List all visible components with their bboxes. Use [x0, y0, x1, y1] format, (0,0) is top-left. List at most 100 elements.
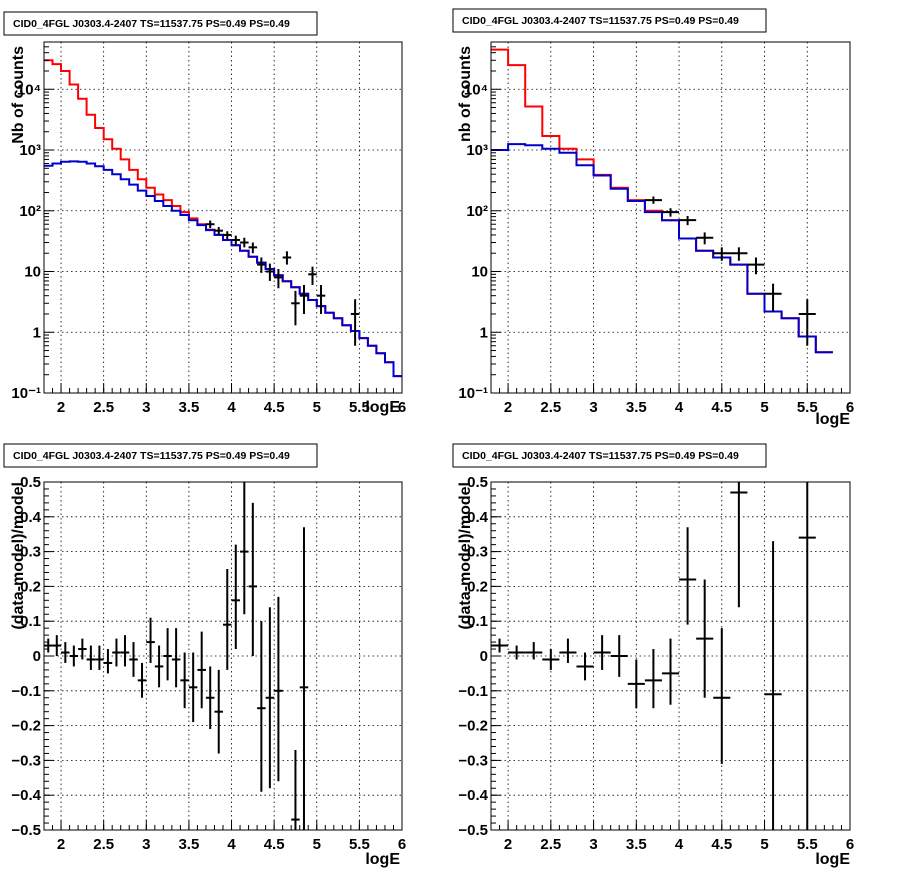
data-point	[576, 652, 594, 681]
data-point	[120, 635, 130, 667]
y-tick-label: 0.4	[20, 509, 42, 526]
x-tick-label: 4.5	[264, 399, 285, 416]
data-point	[661, 638, 680, 705]
y-tick-label: 10²	[19, 203, 41, 220]
x-tick-label: 6	[398, 836, 406, 853]
panel-title: CID0_4FGL J0303.4-2407 TS=11537.75 PS=0.…	[13, 18, 290, 30]
x-tick-label: 4	[227, 836, 236, 853]
data-point	[291, 749, 300, 830]
data-point	[559, 638, 577, 663]
data-point	[747, 257, 765, 275]
data-point	[180, 652, 189, 709]
data-point	[248, 242, 258, 254]
data-point	[205, 666, 215, 730]
x-tick-label: 2.5	[540, 399, 561, 416]
data-point	[679, 215, 697, 226]
data-point	[798, 482, 816, 830]
plot-frame	[490, 41, 851, 394]
x-tick-label: 5	[313, 399, 321, 416]
data-point	[223, 569, 232, 670]
axis-ticks: 2 2.5 3 3.5 4 4.5 5 5.5 6 −0.5 −0.4 −0.3 −0.2 −0.1 0 0.…	[458, 474, 854, 853]
data-points	[491, 482, 816, 830]
x-tick-label: 3.5	[178, 399, 199, 416]
y-tick-label: 0.5	[20, 474, 41, 491]
y-tick-label: −0.2	[11, 718, 41, 735]
x-axis-label: logE	[365, 851, 400, 868]
data-point	[798, 299, 816, 346]
data-point	[265, 607, 275, 789]
y-tick-label: 0.2	[20, 578, 41, 595]
x-tick-label: 2	[504, 836, 512, 853]
data-point	[61, 642, 70, 663]
histogram-total-model	[44, 59, 402, 378]
x-tick-label: 4.5	[711, 836, 732, 853]
plot-frame	[43, 481, 403, 831]
x-tick-label: 5	[760, 399, 768, 416]
data-point	[44, 638, 53, 653]
data-point	[593, 635, 611, 670]
x-tick-label: 5	[313, 836, 321, 853]
data-point	[508, 645, 526, 660]
x-tick-label: 3	[142, 399, 150, 416]
x-axis-label: logE	[815, 851, 850, 868]
data-point	[713, 247, 731, 261]
y-tick-label: −0.4	[458, 787, 488, 804]
y-tick-label: 0	[33, 648, 41, 665]
data-point	[248, 502, 258, 656]
y-tick-label: 10	[471, 264, 488, 281]
y-tick-label: 1	[33, 324, 41, 341]
data-point	[316, 284, 326, 314]
data-point	[154, 645, 164, 688]
panel-top-right: CID0_4FGL J0303.4-2407 TS=11537.75 PS=0.…	[452, 8, 854, 428]
data-point	[696, 579, 714, 698]
data-points	[205, 220, 360, 346]
y-axis-label: Nb of counts	[10, 46, 27, 144]
x-tick-label: 6	[846, 836, 854, 853]
data-point	[137, 662, 147, 698]
data-point	[103, 649, 113, 674]
y-tick-label: 10⁻¹	[458, 385, 488, 402]
y-tick-label: 0.3	[20, 544, 41, 561]
y-axis-label: nb of counts	[457, 46, 474, 142]
y-tick-label: 10²	[466, 203, 488, 220]
panel-title-box	[3, 11, 318, 36]
data-point	[282, 251, 292, 265]
data-point	[112, 638, 121, 667]
data-point	[163, 628, 172, 681]
data-point	[52, 635, 62, 656]
y-tick-label: 10⁻¹	[11, 385, 41, 402]
x-tick-label: 5.5	[349, 399, 370, 416]
y-axis-label: (data-model)/model	[10, 482, 27, 630]
y-tick-label: −0.1	[11, 683, 41, 700]
axis-ticks: 2 2.5 3 3.5 4 4.5 5 5.5 6 −0.5 −0.4 −0.3 −0.2 −0.1 0 0.…	[11, 474, 406, 853]
data-point	[274, 268, 283, 289]
y-tick-label: 10⁴	[464, 81, 488, 98]
x-tick-label: 2.5	[93, 836, 114, 853]
x-tick-label: 3	[589, 399, 597, 416]
data-point	[240, 482, 249, 615]
x-tick-label: 5.5	[797, 836, 818, 853]
y-tick-label: 0.5	[467, 474, 488, 491]
x-tick-label: 2.5	[540, 836, 561, 853]
y-tick-label: −0.4	[11, 787, 41, 804]
y-tick-label: −0.5	[11, 822, 41, 839]
plot-frame	[43, 41, 403, 394]
data-point	[627, 659, 645, 709]
y-tick-label: 10⁴	[17, 81, 41, 98]
y-tick-label: −0.1	[458, 683, 488, 700]
data-point	[223, 231, 232, 240]
data-point	[231, 544, 241, 650]
data-point	[308, 266, 317, 285]
x-axis-label: logE	[365, 399, 400, 416]
x-tick-label: 2	[504, 399, 512, 416]
y-axis-label: (data-model)/model	[457, 482, 474, 630]
x-tick-label: 3.5	[626, 836, 647, 853]
x-tick-label: 4	[675, 836, 684, 853]
x-tick-label: 3	[142, 836, 150, 853]
data-point	[205, 220, 215, 229]
x-tick-label: 3.5	[626, 399, 647, 416]
x-tick-label: 5.5	[797, 399, 818, 416]
data-point	[491, 638, 509, 653]
panel-title-box	[452, 443, 767, 468]
